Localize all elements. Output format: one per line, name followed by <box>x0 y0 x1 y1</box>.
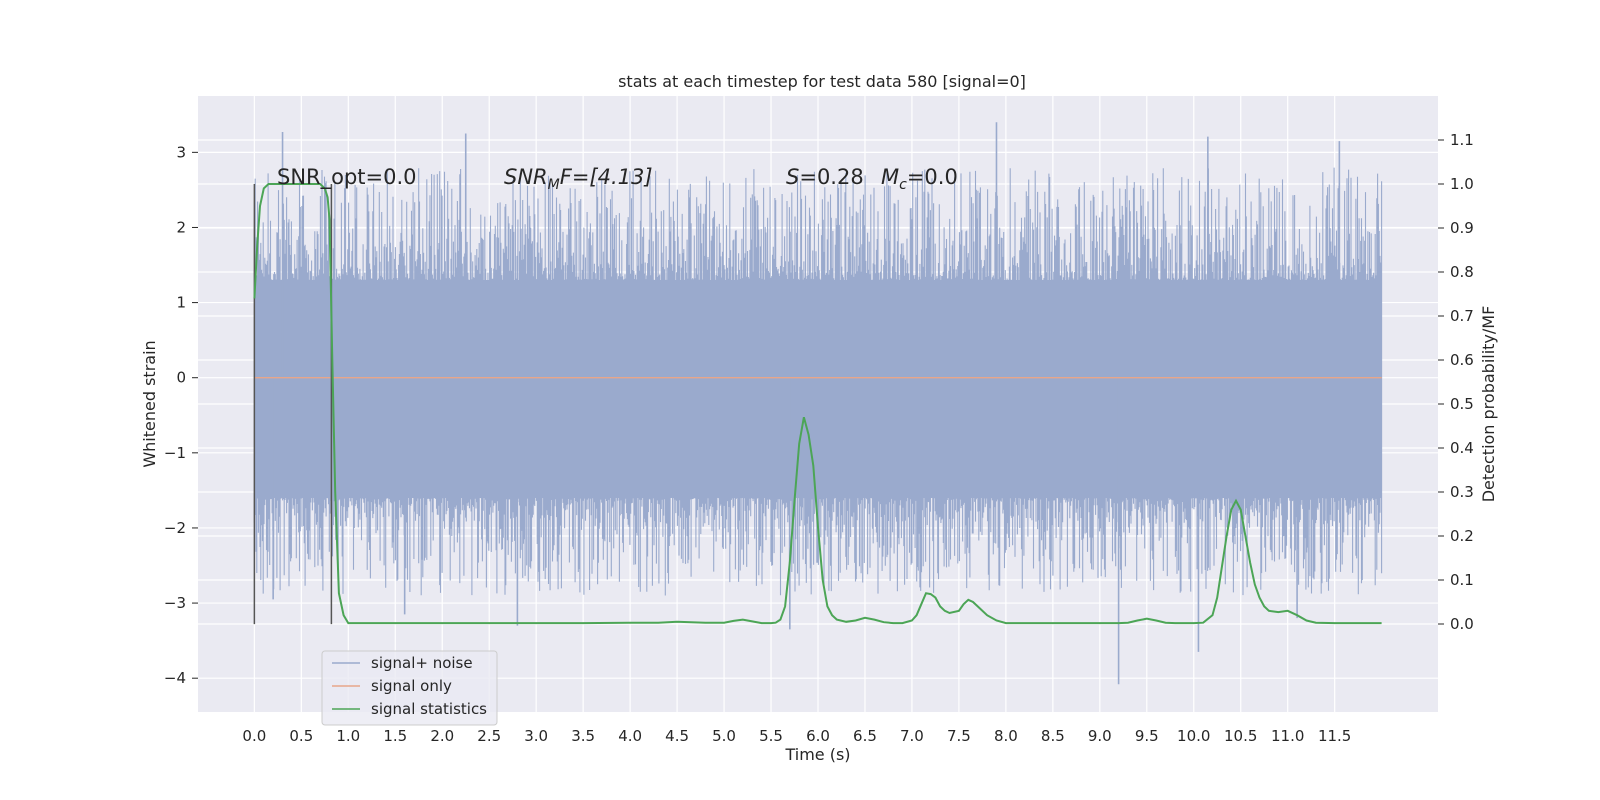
mc-value: =0.0 <box>907 165 958 189</box>
x-tick-label: 2.0 <box>430 727 454 745</box>
x-tick-label: 7.0 <box>900 727 924 745</box>
snr-mf-annotation: SNRMF=[4.13] <box>504 165 653 193</box>
y-tick-label: −4 <box>164 669 186 687</box>
x-tick-label: 6.5 <box>853 727 877 745</box>
y-right-tick-label: 1.1 <box>1450 131 1474 149</box>
x-tick-label: 8.0 <box>994 727 1018 745</box>
snr-opt-annotation: SNR_opt=0.0 <box>277 165 417 190</box>
x-tick-label: 0.0 <box>242 727 266 745</box>
statistics-line <box>253 183 1382 625</box>
s-annotation: S=0.28 <box>786 165 864 189</box>
x-tick-label: 5.0 <box>712 727 736 745</box>
x-tick-label: 11.5 <box>1318 727 1351 745</box>
statistics-series <box>253 183 1382 625</box>
x-tick-label: 4.0 <box>618 727 642 745</box>
x-tick-label: 1.0 <box>336 727 360 745</box>
y-right-tick-label: 0.5 <box>1450 395 1474 413</box>
mc-symbol: M <box>881 165 899 189</box>
x-tick-label: 6.0 <box>806 727 830 745</box>
s-value: =0.28 <box>799 165 863 189</box>
chart-title: stats at each timestep for test data 580… <box>618 72 1026 91</box>
y-right-tick-label: 0.1 <box>1450 571 1474 589</box>
y-tick-label: 3 <box>176 143 186 161</box>
y-right-tick-label: 0.6 <box>1450 351 1474 369</box>
y-right-tick-label: 0.8 <box>1450 263 1474 281</box>
y-tick-label: −1 <box>164 444 186 462</box>
x-tick-label: 9.5 <box>1135 727 1159 745</box>
x-tick-label: 7.5 <box>947 727 971 745</box>
x-tick-label: 0.5 <box>289 727 313 745</box>
y-tick-label: 0 <box>176 369 186 387</box>
y-tick-label: −3 <box>164 594 186 612</box>
x-tick-label: 11.0 <box>1271 727 1304 745</box>
y-ticks-right: 0.0 0.1 0.2 0.3 0.4 0.5 0.6 0.7 0.8 0.9 1.0 1.1 <box>1438 131 1474 633</box>
snr-mf-symbol: SNR <box>504 165 548 189</box>
x-axis-label: Time (s) <box>784 745 850 764</box>
legend-label-signal: signal only <box>371 677 452 695</box>
s-symbol: S <box>786 165 799 189</box>
x-tick-label: 4.5 <box>665 727 689 745</box>
legend: signal+ noise signal only signal statist… <box>321 650 498 726</box>
x-tick-label: 2.5 <box>477 727 501 745</box>
y-right-tick-label: 0.2 <box>1450 527 1474 545</box>
y-tick-label: 1 <box>176 294 186 312</box>
legend-label-noise: signal+ noise <box>371 654 473 672</box>
snr-mf-value: F=[4.13] <box>560 165 653 189</box>
mc-subscript: c <box>899 177 907 193</box>
x-tick-label: 10.5 <box>1224 727 1257 745</box>
x-tick-label: 1.5 <box>383 727 407 745</box>
snr-mf-subscript: M <box>548 177 560 193</box>
y-right-tick-label: 0.7 <box>1450 307 1474 325</box>
x-tick-label: 9.0 <box>1088 727 1112 745</box>
noise-series <box>253 122 1383 685</box>
x-tick-label: 3.0 <box>524 727 548 745</box>
y-tick-label: −2 <box>164 519 186 537</box>
y-ticks: −4 −3 −2 −1 0 1 2 3 <box>164 143 198 687</box>
vertical-markers <box>253 184 333 625</box>
y-right-tick-label: 0.9 <box>1450 219 1474 237</box>
legend-label-statistics: signal statistics <box>371 700 487 718</box>
x-tick-label: 10.0 <box>1177 727 1210 745</box>
x-ticks: 0.0 0.5 1.0 1.5 2.0 2.5 3.0 3.5 4.0 4.5 5.0 5.5 6.0 6… <box>242 727 1351 745</box>
y-right-tick-label: 0.4 <box>1450 439 1474 457</box>
y-axis-label-right: Detection probability/MF <box>1479 306 1498 503</box>
y-axis-label: Whitened strain <box>140 340 159 467</box>
y-right-tick-label: 0.3 <box>1450 483 1474 501</box>
y-right-tick-label: 1.0 <box>1450 175 1474 193</box>
y-tick-label: 2 <box>176 218 186 236</box>
legend-box <box>321 650 498 726</box>
x-tick-label: 8.5 <box>1041 727 1065 745</box>
x-tick-label: 3.5 <box>571 727 595 745</box>
x-tick-label: 5.5 <box>759 727 783 745</box>
y-right-tick-label: 0.0 <box>1450 615 1474 633</box>
mc-annotation: Mc=0.0 <box>881 165 958 193</box>
